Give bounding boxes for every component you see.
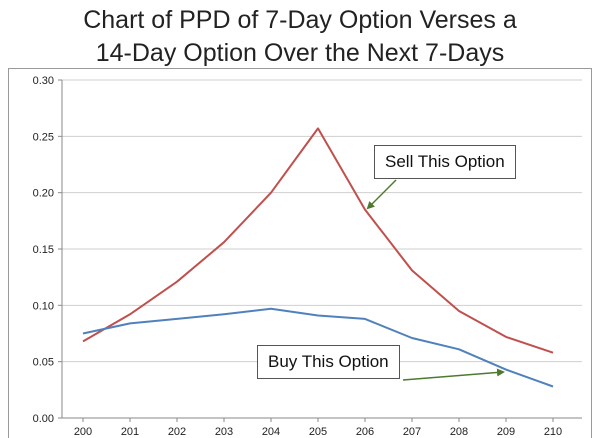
x-tick-label: 204 (262, 426, 280, 435)
x-tick-label: 205 (309, 426, 327, 435)
sell-option-arrow (366, 179, 397, 210)
x-tick-label: 202 (168, 426, 186, 435)
y-tick-label: 0.10 (33, 300, 54, 312)
x-tick-label: 203 (215, 426, 233, 435)
buy-option-callout: Buy This Option (257, 345, 400, 379)
x-tick-label: 209 (497, 426, 515, 435)
chart-title-line-1: Chart of PPD of 7-Day Option Verses a (83, 6, 517, 34)
series-14day-line (82, 307, 554, 388)
y-tick-label: 0.15 (33, 244, 54, 256)
y-tick-label: 0.25 (33, 131, 54, 143)
x-tick-label: 207 (403, 426, 421, 435)
chart-title-line-2: 14-Day Option Over the Next 7-Days (95, 39, 505, 67)
chart-title: Chart of PPD of 7-Day Option Verses a 14… (0, 4, 600, 70)
x-tick-label: 200 (74, 426, 92, 435)
y-tick-label: 0.30 (33, 75, 54, 87)
sell-option-callout: Sell This Option (374, 145, 516, 179)
chart-frame (8, 68, 592, 438)
x-tick-label: 208 (450, 426, 468, 435)
x-tick-label: 210 (544, 426, 562, 435)
x-tick-label: 206 (356, 426, 374, 435)
y-tick-label: 0.20 (33, 188, 54, 200)
y-tick-label: 0.05 (33, 357, 54, 369)
x-tick-label: 201 (121, 426, 139, 435)
series-7day-line (82, 127, 554, 354)
buy-option-arrow (402, 368, 505, 381)
y-tick-label: 0.00 (33, 413, 54, 425)
